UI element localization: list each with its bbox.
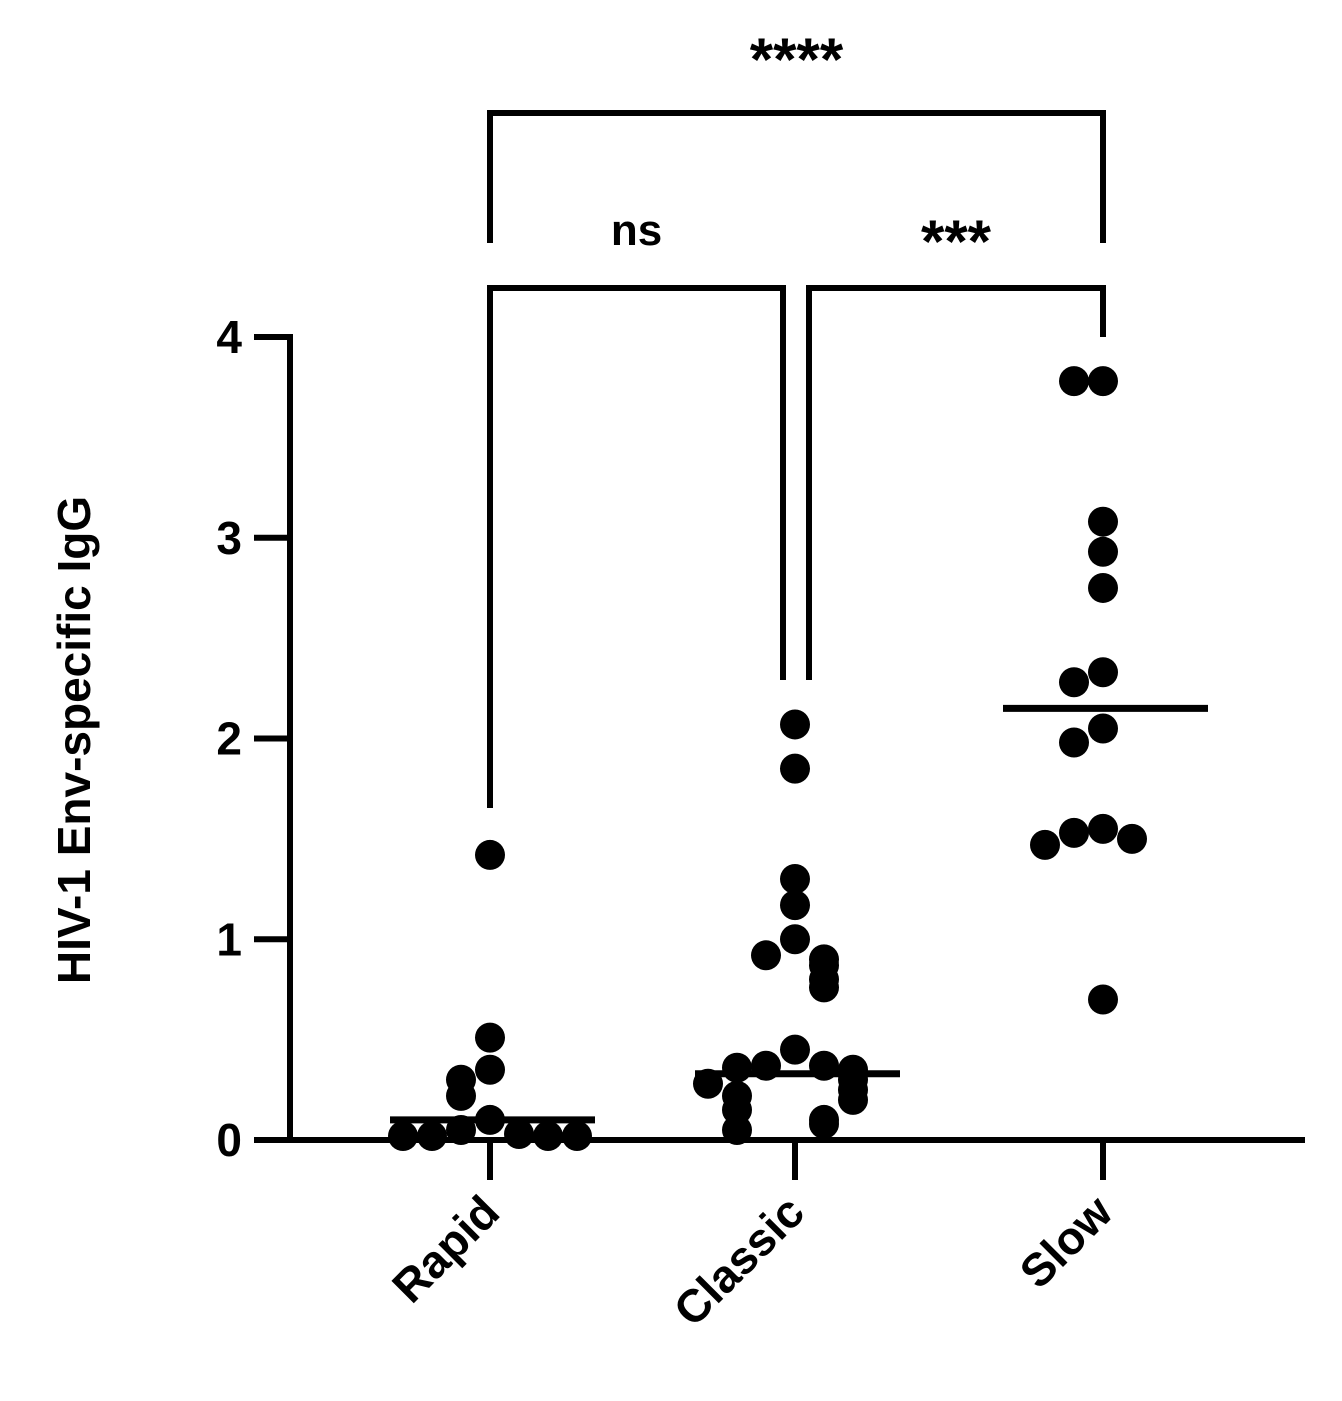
data-dot — [417, 1120, 447, 1151]
data-dot — [1117, 823, 1147, 854]
data-dot — [1059, 817, 1089, 848]
data-dot — [1088, 536, 1118, 567]
data-dot — [780, 890, 810, 921]
data-dot — [780, 753, 810, 784]
data-dot — [722, 1052, 752, 1083]
data-dot — [1030, 829, 1060, 860]
data-dot — [475, 1054, 505, 1085]
data-dot — [809, 1108, 839, 1139]
data-dot — [1088, 572, 1118, 603]
data-dot — [780, 1034, 810, 1065]
data-dot — [533, 1120, 563, 1151]
data-dot — [1059, 366, 1089, 397]
y-tick-label: 3 — [216, 512, 242, 564]
data-dot — [1088, 366, 1118, 397]
significance-label: **** — [750, 26, 844, 93]
data-dot — [504, 1118, 534, 1149]
data-dot — [1059, 667, 1089, 698]
data-dot — [838, 1084, 868, 1115]
y-tick-label: 0 — [216, 1114, 242, 1166]
data-dot — [475, 839, 505, 870]
data-dot — [1059, 727, 1089, 758]
data-dot — [446, 1080, 476, 1111]
data-dot — [475, 1022, 505, 1053]
x-tick-label: Rapid — [382, 1185, 509, 1312]
significance-bracket — [806, 285, 1106, 680]
data-dot — [1088, 713, 1118, 744]
y-axis-label: HIV-1 Env-specific IgG — [48, 496, 100, 984]
significance-bracket — [487, 285, 786, 808]
data-dot — [1088, 657, 1118, 688]
x-tick-label: Classic — [663, 1185, 814, 1336]
significance-bracket — [487, 110, 1106, 243]
data-dot — [1088, 813, 1118, 844]
data-dot — [722, 1114, 752, 1145]
data-dot — [780, 709, 810, 740]
y-tick-label: 2 — [216, 713, 242, 765]
data-dot — [388, 1120, 418, 1151]
data-dot — [562, 1120, 592, 1151]
data-dot — [780, 924, 810, 955]
data-dot — [1088, 506, 1118, 537]
significance-label: *** — [921, 208, 992, 275]
y-tick-label: 4 — [216, 311, 242, 363]
data-dot — [780, 864, 810, 895]
data-dot — [1088, 984, 1118, 1015]
y-tick-label: 1 — [216, 913, 242, 965]
data-dot — [809, 972, 839, 1003]
x-tick-label: Slow — [1009, 1185, 1122, 1298]
data-dot — [751, 940, 781, 971]
significance-label: ns — [611, 206, 662, 255]
